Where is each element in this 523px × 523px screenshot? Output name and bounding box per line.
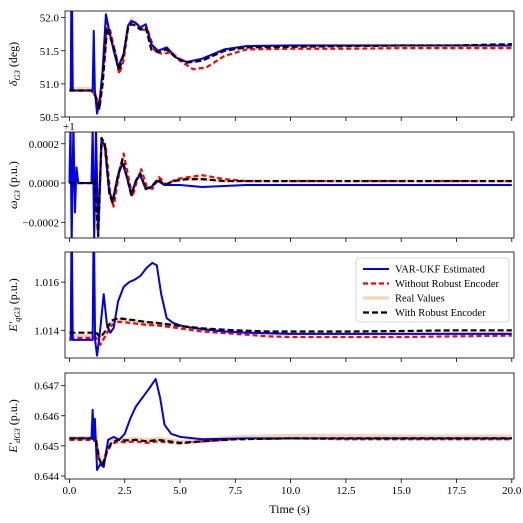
y-axis-label: δG3 (deg) [6, 42, 22, 86]
axes-frame [64, 372, 515, 480]
legend-entry-label: VAR-UKF Estimated [395, 265, 486, 276]
series-line-re [69, 23, 512, 111]
series-line-nore [69, 19, 512, 111]
series-line-ukf [69, 11, 512, 115]
y-tick-label: −0.0002 [23, 217, 59, 229]
y-tick-label: 0.0002 [29, 139, 59, 151]
legend-entry-label: Real Values [395, 294, 445, 305]
y-axis-label: ωG3 (p.u.) [6, 161, 22, 209]
series-line-nore [69, 320, 512, 346]
y-tick-label: 1.014 [34, 325, 59, 337]
x-tick-label: 12.5 [336, 485, 356, 497]
series-line-re [69, 317, 512, 339]
x-axis-label: Time (s) [269, 502, 310, 516]
legend: VAR-UKF Estimated Without Robust Encoder R… [355, 257, 510, 323]
panel-2: −0.0002 0.0000 0.0002 +1 ωG3 (p.u.) [6, 121, 515, 242]
axes-frame [64, 131, 515, 239]
y-offset-label: +1 [63, 121, 75, 133]
y-tick-label: 51.0 [40, 79, 60, 91]
y-tick-label: 52.0 [40, 13, 60, 25]
y-tick-label: 0.644 [34, 471, 59, 483]
series-line-re [69, 136, 512, 238]
y-tick-label: 0.647 [34, 381, 59, 393]
legend-entry-label: Without Robust Encoder [395, 279, 499, 290]
axes-frame [64, 10, 515, 118]
series-line-re [69, 437, 512, 467]
series-line-nore [69, 437, 512, 469]
x-tick-label: 7.5 [228, 485, 242, 497]
panel-3: 1.014 1.016 E′qG3 (p.u.) [6, 251, 515, 362]
panel-1: 50.5 51.0 51.5 52.0 δG3 (deg) [6, 10, 515, 124]
y-tick-label: 1.016 [34, 277, 59, 289]
x-tick-label: 10.0 [281, 485, 301, 497]
y-tick-label: 0.0000 [29, 178, 60, 190]
y-axis-label: E′qG3 (p.u.) [6, 278, 22, 333]
series-line-real [69, 138, 512, 238]
series-line-real [69, 17, 512, 109]
x-tick-label: 0.0 [63, 485, 77, 497]
y-tick-label: 0.645 [34, 441, 59, 453]
y-tick-label: 50.5 [40, 112, 60, 124]
x-tick-label: 15.0 [392, 485, 412, 497]
x-tick-label: 17.5 [447, 485, 467, 497]
series-line-ukf [69, 378, 512, 471]
y-tick-label: 51.5 [40, 46, 60, 58]
legend-entry-label: With Robust Encoder [395, 308, 486, 319]
panel-4: 0.644 0.645 0.646 0.647 0.0 2.5 5.0 7.5 10.0 12.5… [6, 372, 522, 497]
y-tick-label: 0.646 [34, 411, 59, 423]
x-tick-label: 5.0 [173, 485, 187, 497]
y-axis-label: E′dG3 (p.u.) [6, 399, 22, 454]
axes-frame [64, 251, 515, 359]
x-tick-label: 20.0 [502, 485, 522, 497]
x-tick-label: 2.5 [118, 485, 132, 497]
